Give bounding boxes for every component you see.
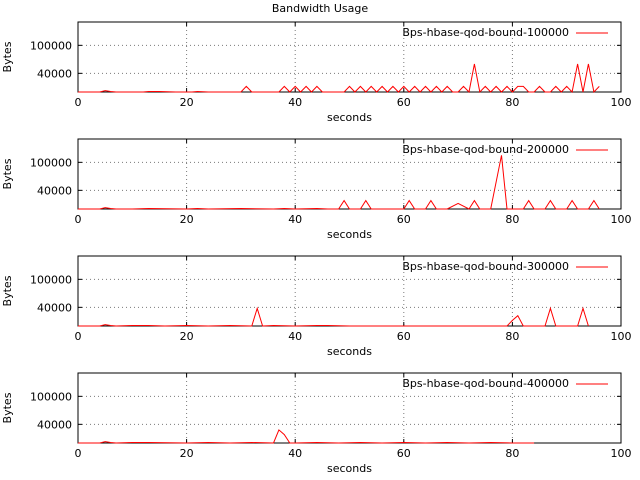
x-tick-label: 20 [180, 213, 194, 226]
chart-panel-3: 0 20 40 60 80 100 40000 100000 seconds Bytes Bps-h… [1, 255, 632, 358]
x-tick-label: 60 [397, 447, 411, 460]
y-axis-label: Bytes [1, 275, 14, 306]
plot-frame [77, 21, 622, 93]
series-line [78, 306, 589, 327]
x-axis-label: seconds [327, 111, 372, 124]
x-tick-label: 80 [505, 330, 519, 343]
chart-title: Bandwidth Usage [272, 2, 369, 15]
y-tick-label: 100000 [30, 273, 72, 286]
legend-label: Bps-hbase-qod-bound-300000 [402, 260, 569, 273]
chart-panel-1: 0 20 40 60 80 100 40000 100000 seconds Bytes Bps-h… [1, 21, 632, 124]
x-tick-label: 20 [180, 447, 194, 460]
x-tick-label: 0 [75, 96, 82, 109]
x-tick-label: 100 [611, 96, 632, 109]
x-tick-label: 0 [75, 447, 82, 460]
x-tick-label: 80 [505, 96, 519, 109]
y-tick-label: 40000 [37, 418, 72, 431]
legend-label: Bps-hbase-qod-bound-400000 [402, 377, 569, 390]
y-axis-label: Bytes [1, 41, 14, 72]
x-tick-label: 80 [505, 447, 519, 460]
x-tick-label: 40 [288, 213, 302, 226]
x-axis-label: seconds [327, 462, 372, 475]
series-line [78, 429, 535, 444]
chart-panel-2: 0 20 40 60 80 100 40000 100000 seconds Bytes Bps-h… [1, 138, 632, 241]
legend-label: Bps-hbase-qod-bound-200000 [402, 143, 569, 156]
x-axis-label: seconds [327, 345, 372, 358]
x-tick-label: 60 [397, 330, 411, 343]
x-tick-label: 80 [505, 213, 519, 226]
series-line [78, 155, 600, 210]
x-tick-label: 100 [611, 330, 632, 343]
y-axis-label: Bytes [1, 392, 14, 423]
y-tick-label: 100000 [30, 390, 72, 403]
x-tick-label: 60 [397, 96, 411, 109]
x-tick-label: 40 [288, 330, 302, 343]
y-tick-label: 100000 [30, 156, 72, 169]
chart-panel-4: 0 20 40 60 80 100 40000 100000 seconds Bytes Bps-h… [1, 372, 632, 475]
x-tick-label: 40 [288, 96, 302, 109]
y-tick-label: 40000 [37, 301, 72, 314]
y-tick-label: 100000 [30, 39, 72, 52]
x-tick-label: 100 [611, 447, 632, 460]
series-line [78, 63, 600, 94]
x-tick-label: 0 [75, 213, 82, 226]
y-axis-label: Bytes [1, 158, 14, 189]
x-tick-label: 20 [180, 96, 194, 109]
y-tick-label: 40000 [37, 184, 72, 197]
y-tick-label: 40000 [37, 67, 72, 80]
x-tick-label: 60 [397, 213, 411, 226]
x-axis-label: seconds [327, 228, 372, 241]
x-tick-label: 40 [288, 447, 302, 460]
legend-label: Bps-hbase-qod-bound-100000 [402, 26, 569, 39]
x-tick-label: 20 [180, 330, 194, 343]
x-tick-label: 0 [75, 330, 82, 343]
x-tick-label: 100 [611, 213, 632, 226]
